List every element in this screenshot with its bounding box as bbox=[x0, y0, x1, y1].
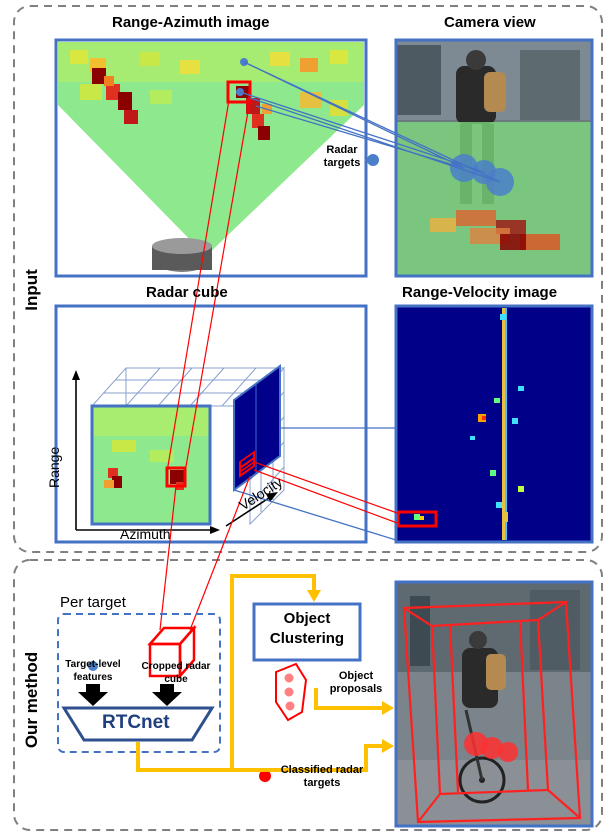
cube-down-arrow bbox=[152, 684, 182, 706]
classified-target-dot bbox=[259, 770, 271, 782]
cube-side-selection bbox=[239, 456, 255, 478]
classified-radar-targets-label: Classified radar targets bbox=[280, 764, 364, 789]
range-velocity-blobs bbox=[414, 314, 524, 522]
yellow-flow-arrows bbox=[136, 574, 384, 772]
zero-velocity-line bbox=[502, 308, 505, 540]
method-section-frame bbox=[13, 559, 603, 831]
camera-view-title: Camera view bbox=[444, 14, 536, 31]
selected-target-box bbox=[226, 80, 252, 104]
features-down-arrow bbox=[78, 684, 108, 706]
range-azimuth-fan bbox=[58, 42, 364, 256]
range-azimuth-panel bbox=[54, 38, 368, 278]
projection-lines bbox=[239, 61, 501, 183]
object-clustering-line2: Clustering bbox=[269, 630, 345, 647]
method-section-label: Our method bbox=[22, 651, 41, 749]
camera-radar-overlay bbox=[396, 122, 592, 276]
rtcnet-label: RTCnet bbox=[102, 712, 170, 733]
cropped-radar-cube-label: Cropped radar cube bbox=[141, 661, 211, 685]
range-azimuth-title: Range-Azimuth image bbox=[112, 14, 270, 31]
target-level-features-label: Target-level features bbox=[65, 659, 121, 683]
object-proposals-label: Object proposals bbox=[329, 670, 383, 695]
target-level-feature-dot bbox=[88, 661, 98, 671]
cropped-radar-cube bbox=[147, 624, 197, 680]
radar-cube-panel bbox=[54, 304, 368, 544]
range-velocity-panel bbox=[394, 304, 594, 544]
detection-cuboid bbox=[402, 600, 582, 824]
object-clustering-line1: Object bbox=[283, 610, 331, 627]
per-target-label: Per target bbox=[60, 594, 126, 611]
radar-cube-title: Radar cube bbox=[146, 284, 228, 301]
object-clustering-box bbox=[252, 602, 362, 662]
radar-targets-legend-dot bbox=[367, 154, 379, 166]
output-image-panel bbox=[394, 580, 594, 828]
range-axis-label: Range bbox=[46, 446, 62, 488]
correspondence-lines bbox=[159, 99, 401, 631]
input-section-label: Input bbox=[22, 269, 41, 311]
rtcnet-block bbox=[61, 706, 215, 742]
camera-view-panel bbox=[394, 38, 594, 278]
range-velocity-title: Range-Velocity image bbox=[402, 284, 558, 301]
per-target-box bbox=[57, 613, 221, 753]
range-velocity-selection bbox=[396, 510, 438, 528]
radar-targets-label: Radar targets bbox=[323, 144, 361, 169]
range-azimuth-heatmap bbox=[58, 42, 364, 140]
azimuth-axis-label: Azimuth bbox=[120, 526, 171, 542]
